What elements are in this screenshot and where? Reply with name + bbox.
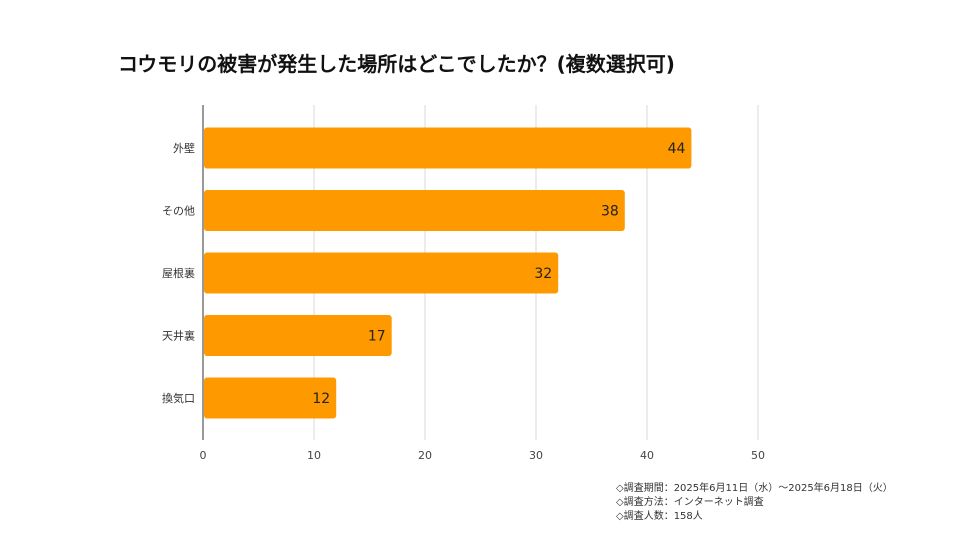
data-label: 38	[601, 204, 619, 220]
x-tick-label: 10	[307, 449, 321, 462]
data-label: 44	[668, 141, 686, 157]
category-label: 屋根裏	[162, 266, 195, 280]
x-tick-label: 30	[529, 449, 543, 462]
x-tick-label: 40	[640, 449, 654, 462]
bar-chart: 44 38 32 17 12 外壁その他屋根裏天井裏換気口 0 10 20 30 40 50	[0, 0, 960, 540]
data-label: 32	[534, 266, 552, 282]
bar	[204, 190, 625, 231]
x-tick-labels: 0 10 20 30 40 50	[200, 449, 766, 462]
survey-notes: ◇調査期間：2025年6月11日（水）～2025年6月18日（火） ◇調査方法：…	[616, 482, 893, 524]
data-label: 12	[312, 391, 330, 407]
data-label: 17	[368, 329, 386, 345]
bars: 44 38 32 17 12	[204, 128, 691, 419]
survey-method: ◇調査方法：インターネット調査	[616, 496, 893, 510]
category-label: 外壁	[173, 141, 195, 155]
category-label: 換気口	[162, 391, 195, 405]
x-tick-label: 50	[751, 449, 765, 462]
survey-period: ◇調査期間：2025年6月11日（水）～2025年6月18日（火）	[616, 482, 893, 496]
x-tick-label: 0	[200, 449, 207, 462]
bar	[204, 253, 558, 294]
category-label: その他	[162, 205, 195, 218]
x-tick-label: 20	[418, 449, 432, 462]
category-label: 天井裏	[162, 329, 195, 343]
bar	[204, 315, 392, 356]
bar	[204, 128, 691, 169]
survey-respondents: ◇調査人数：158人	[616, 510, 893, 524]
